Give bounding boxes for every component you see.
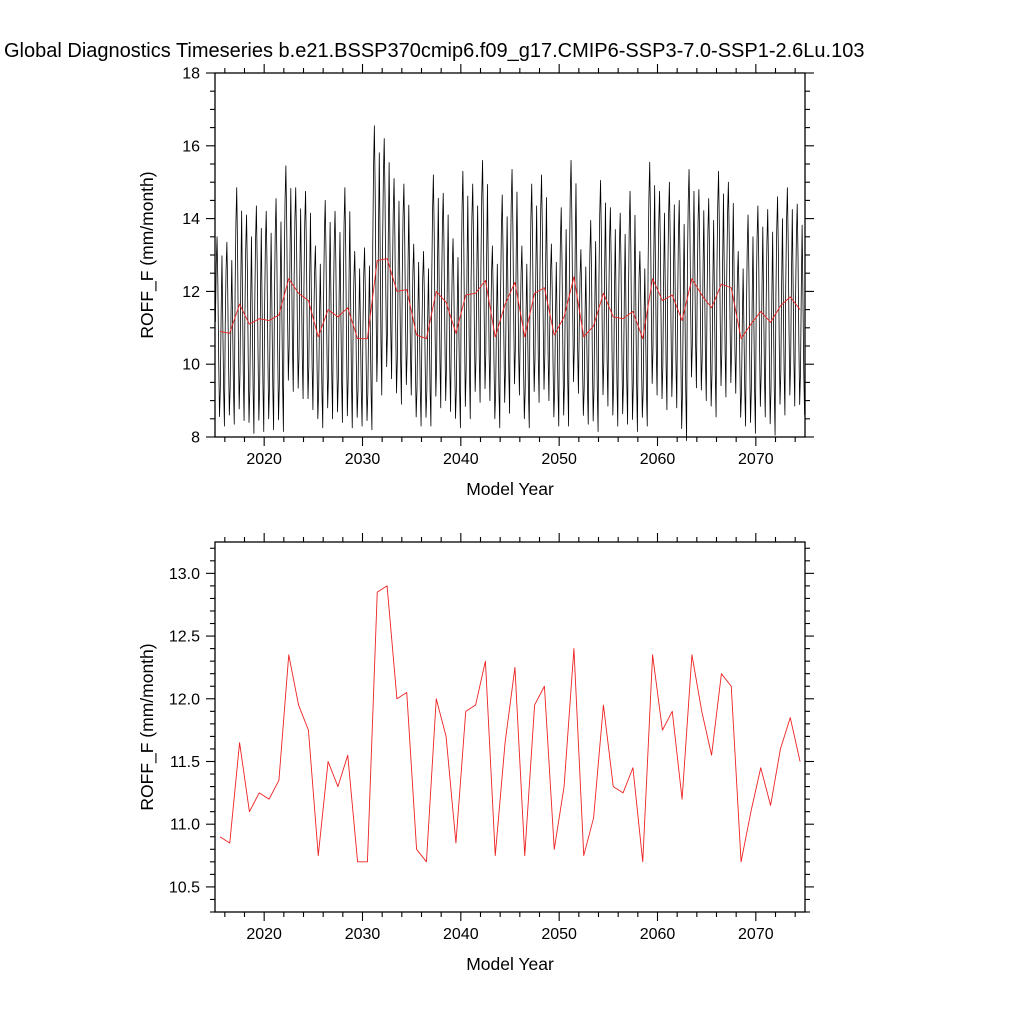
y-tick-label: 12 — [182, 284, 200, 301]
x-tick-label: 2020 — [246, 926, 282, 943]
series-annual-mean-ROFF_F — [219, 258, 801, 340]
x-tick-label: 2030 — [345, 926, 381, 943]
y-tick-label: 13.0 — [169, 566, 200, 583]
x-tick-label: 2040 — [443, 926, 479, 943]
x-tick-label: 2040 — [443, 451, 479, 468]
y-tick-label: 14 — [182, 211, 200, 228]
y-tick-label: 10 — [182, 357, 200, 374]
y-tick-label: 8 — [191, 430, 200, 447]
x-tick-label: 2070 — [738, 451, 774, 468]
x-tick-label: 2060 — [640, 926, 676, 943]
x-axis-label: Model Year — [466, 479, 554, 499]
y-tick-label: 10.5 — [169, 879, 200, 896]
x-tick-label: 2070 — [738, 926, 774, 943]
y-tick-label: 12.0 — [169, 691, 200, 708]
x-tick-label: 2030 — [345, 451, 381, 468]
figure-title: Global Diagnostics Timeseries b.e21.BSSP… — [4, 40, 865, 62]
monthly-timeseries-panel: 2020 2030 2040 2050 2060 2070 8 10 12 14 16 18 Model… — [137, 64, 814, 499]
plot-box — [214, 541, 806, 913]
x-tick-label: 2050 — [541, 451, 577, 468]
y-tick-label: 11.5 — [170, 754, 200, 771]
annual-mean-timeseries-panel: 2020 2030 2040 2050 2060 2070 10.5 11.0 11.5 12.0… — [137, 533, 814, 974]
series-annual-mean-ROFF_F — [219, 585, 801, 863]
x-tick-label: 2060 — [640, 451, 676, 468]
x-tick-label: 2020 — [246, 451, 282, 468]
y-tick-label: 18 — [182, 66, 200, 83]
x-tick-label: 2050 — [541, 926, 577, 943]
y-tick-label: 11.0 — [170, 817, 200, 834]
series-monthly-ROFF_F — [215, 125, 805, 442]
y-axis-label: ROFF_F (mm/month) — [137, 171, 158, 338]
x-axis-label: Model Year — [466, 954, 554, 974]
y-tick-label: 16 — [182, 138, 200, 155]
y-axis-label: ROFF_F (mm/month) — [137, 643, 158, 810]
y-tick-label: 12.5 — [169, 629, 200, 646]
